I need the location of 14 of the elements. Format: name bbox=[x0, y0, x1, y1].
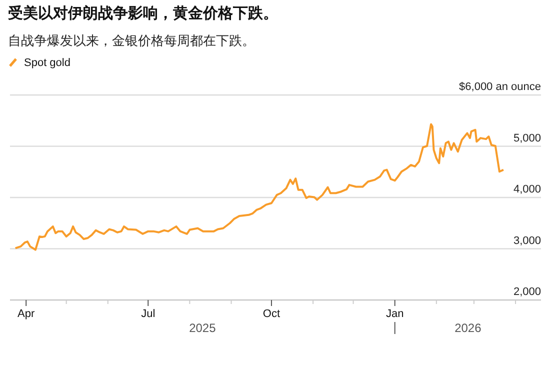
x-tick-label: Apr bbox=[18, 308, 35, 320]
y-tick-label: 5,000 bbox=[513, 132, 541, 144]
y-tick-label: 4,000 bbox=[513, 184, 541, 196]
chart-subtitle: 自战争爆发以来，金银价格每周都在下跌。 bbox=[8, 33, 255, 48]
y-tick-label: 3,000 bbox=[513, 234, 541, 247]
text: 2026 bbox=[454, 321, 482, 335]
x-tick-label: Oct bbox=[262, 308, 280, 320]
x-tick-label: Jul bbox=[141, 308, 156, 320]
y-tick-label: 2,000 bbox=[513, 286, 541, 298]
chart-title: 受美以对伊朗战争影响，黄金价格下跌。 bbox=[7, 4, 278, 22]
x-tick-label: Jan bbox=[386, 308, 404, 320]
text: 2025 bbox=[189, 321, 216, 335]
y-tick-label: $6,000 an ounce bbox=[459, 81, 541, 93]
legend-label: Spot gold bbox=[24, 57, 70, 69]
